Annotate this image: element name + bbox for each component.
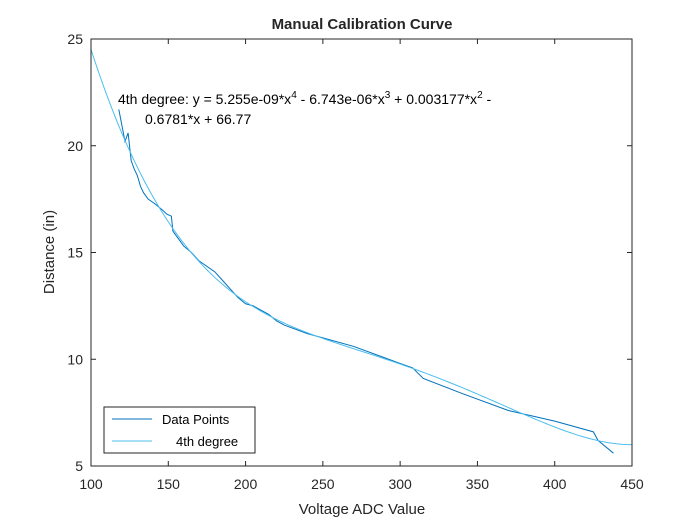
legend: Data Points 4th degree <box>103 406 256 454</box>
x-tick-label: 400 <box>543 476 567 492</box>
y-axis-label: Distance (in) <box>41 210 58 294</box>
x-axis-label: Voltage ADC Value <box>299 501 425 518</box>
plot-area <box>91 39 632 466</box>
legend-label-data-points: Data Points <box>162 412 230 427</box>
y-tick-label: 15 <box>67 245 83 261</box>
y-tick-label: 10 <box>67 351 83 367</box>
series-layer <box>90 49 633 454</box>
fit-equation-line2: 0.6781*x + 66.77 <box>145 111 251 127</box>
x-tick-label: 100 <box>79 476 103 492</box>
fit-equation-line1: 4th degree: y = 5.255e-09*x4 - 6.743e-06… <box>118 90 492 107</box>
legend-box <box>103 406 256 454</box>
x-tick-label: 200 <box>234 476 258 492</box>
series-4th-degree-fit-line <box>90 49 633 446</box>
legend-label-4th-degree: 4th degree <box>176 434 238 449</box>
y-tick-label: 25 <box>67 31 83 47</box>
x-tick-label: 300 <box>388 476 412 492</box>
x-tick-label: 150 <box>157 476 181 492</box>
x-tick-label: 250 <box>311 476 335 492</box>
ticks-layer: 100 150 200 250 300 350 400 450 5 10 15 20 25 <box>67 31 643 492</box>
x-tick-label: 450 <box>620 476 644 492</box>
x-tick-label: 350 <box>466 476 490 492</box>
y-tick-label: 5 <box>75 458 83 474</box>
series-data-points-line <box>118 109 614 454</box>
y-tick-label: 20 <box>67 138 83 154</box>
chart-title: Manual Calibration Curve <box>272 16 453 33</box>
